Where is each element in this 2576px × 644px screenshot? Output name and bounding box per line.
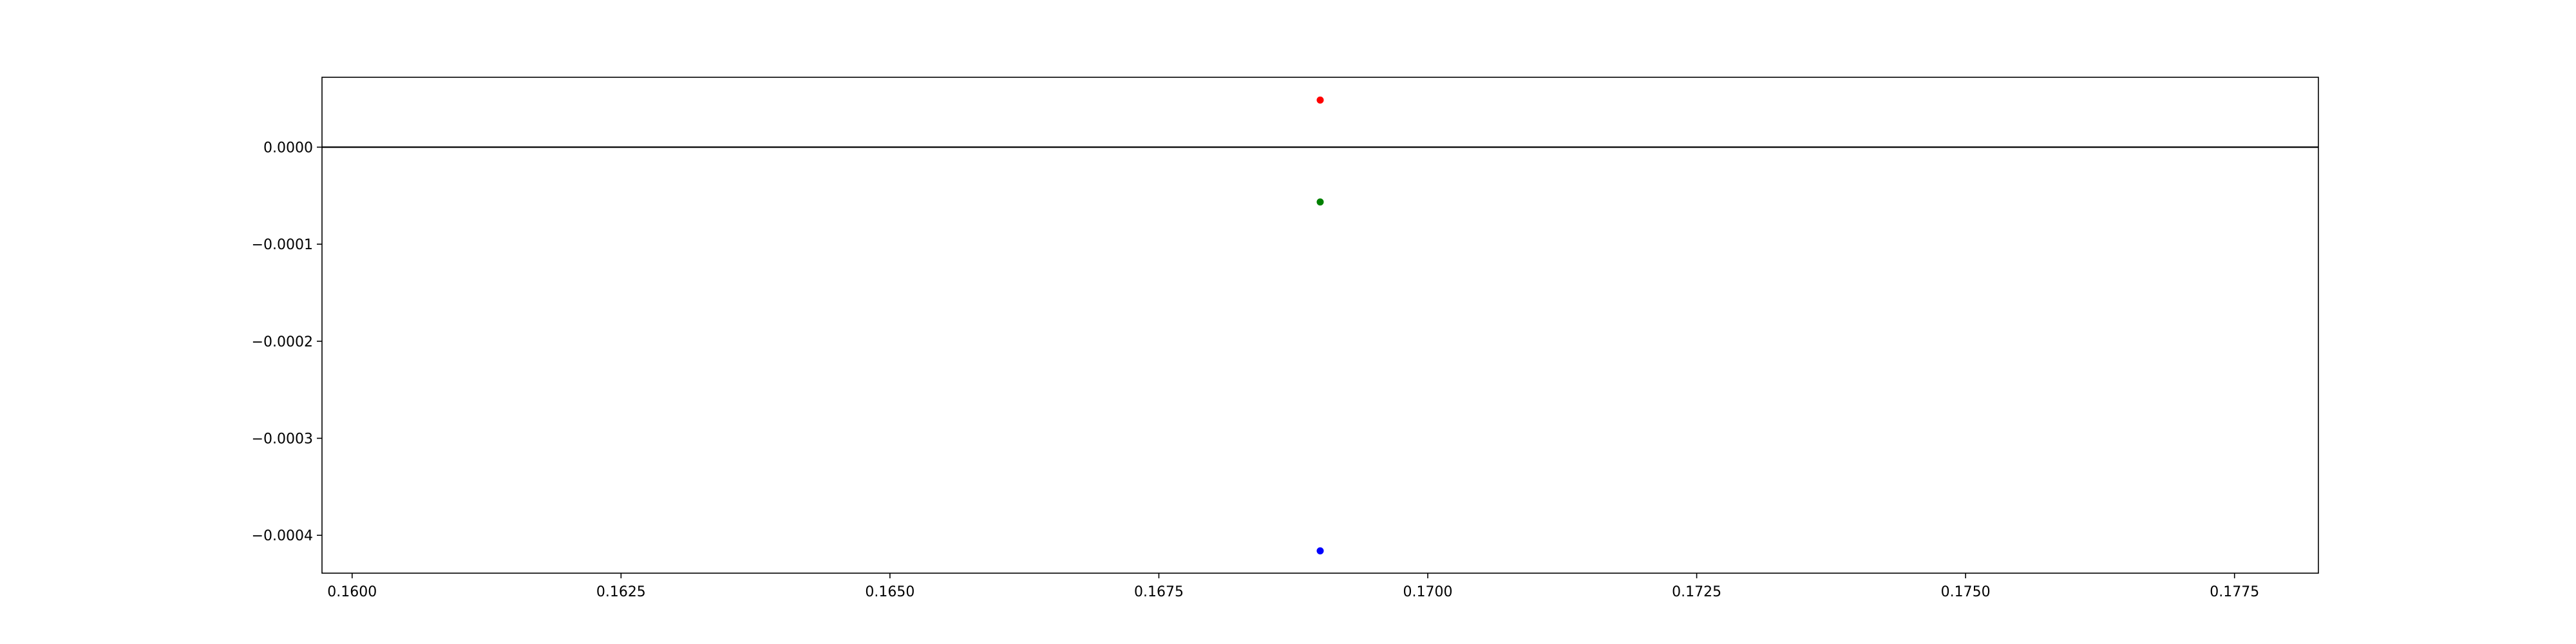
data-points — [1316, 96, 1324, 554]
x-tick-label-2: 0.1650 — [865, 584, 914, 600]
x-tick-label-1: 0.1625 — [596, 584, 646, 600]
x-axis-ticks: 0.1600 0.1625 0.1650 0.1675 0.1700 0.1725 0.17… — [327, 573, 2259, 600]
y-tick-label-3: −0.0003 — [252, 431, 313, 448]
y-axis-ticks: 0.0000 −0.0001 −0.0002 −0.0003 −0.0004 — [252, 140, 322, 544]
x-tick-label-3: 0.1675 — [1134, 584, 1184, 600]
y-tick-label-1: −0.0001 — [252, 237, 313, 253]
x-tick-label-5: 0.1725 — [1672, 584, 1721, 600]
y-tick-label-0: 0.0000 — [263, 140, 313, 156]
x-tick-label-7: 0.1775 — [2210, 584, 2259, 600]
y-tick-label-4: −0.0004 — [252, 528, 313, 544]
data-point-2 — [1316, 547, 1324, 554]
x-tick-label-4: 0.1700 — [1403, 584, 1453, 600]
data-point-1 — [1316, 198, 1324, 206]
x-tick-label-0: 0.1600 — [327, 584, 377, 600]
y-tick-label-2: −0.0002 — [252, 334, 313, 350]
plot-frame — [321, 77, 2319, 574]
x-tick-label-6: 0.1750 — [1941, 584, 1991, 600]
data-point-0 — [1316, 96, 1324, 104]
